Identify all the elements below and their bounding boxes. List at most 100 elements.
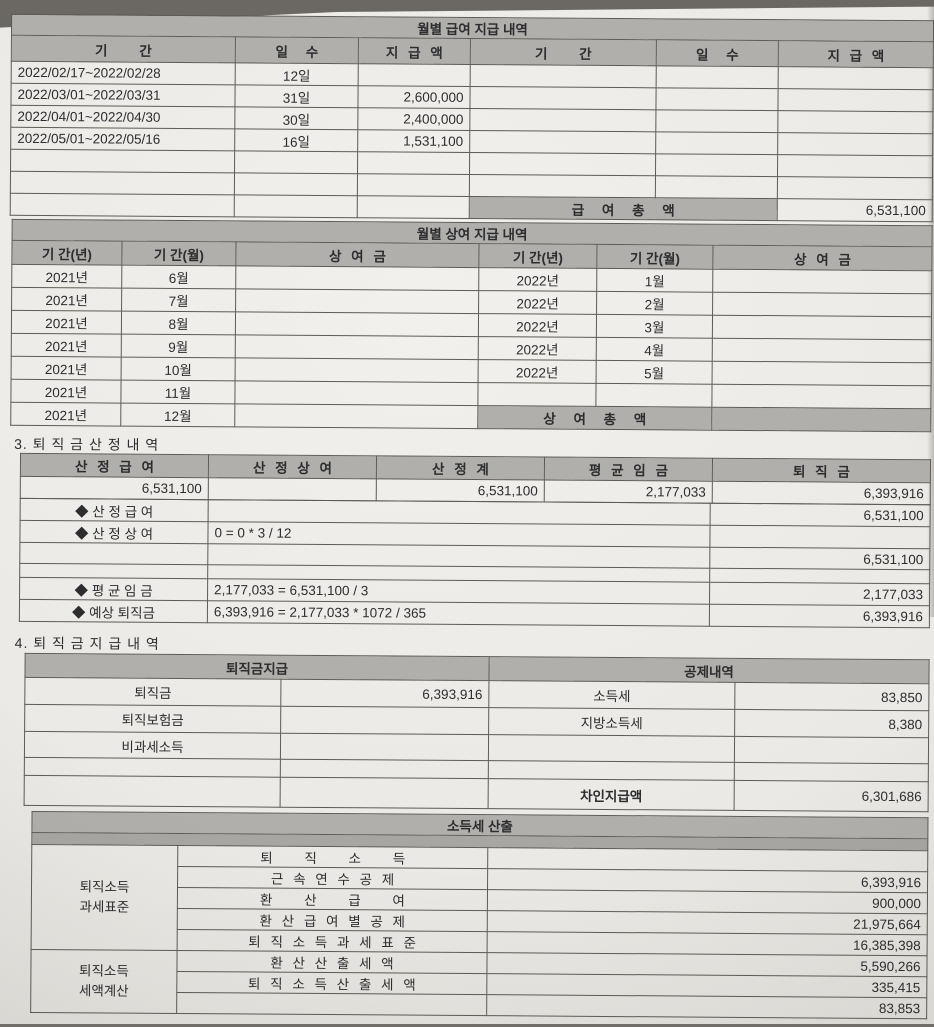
income-tax-table: 소득세 산출 퇴직소득 과세표준 퇴 직 소 득 근 속 연 수 공 제 6,3… <box>30 811 929 1019</box>
salary-total-label: 급 여 총 액 <box>469 196 778 221</box>
payment-value: 6,393,916 <box>280 679 489 708</box>
bonus-year-cell: 2021년 <box>11 333 122 358</box>
severance-calc-detail-table: ◆ 산 정 급 여 6,531,100 ◆ 산 정 상 여 0 = 0 * 3 … <box>19 498 931 628</box>
calc-total-header: 산 정 계 <box>376 455 545 481</box>
empty-cell <box>777 154 933 178</box>
empty-cell <box>234 172 358 196</box>
empty-cell <box>234 150 358 174</box>
net-payment-value: 6,301,686 <box>734 780 929 812</box>
tax-item-value: 5,590,266 <box>486 952 928 977</box>
net-payment-label: 차인지급액 <box>488 778 735 811</box>
bonus-year-cell: 2022년 <box>478 313 597 338</box>
salary-days-header: 일 수 <box>656 39 779 67</box>
salary-period-cell: 2022/04/01~2022/04/30 <box>10 105 235 129</box>
bonus-month-cell: 1월 <box>596 268 713 293</box>
empty-cell <box>469 130 656 154</box>
deduction-label <box>488 760 735 781</box>
deduction-label <box>488 734 735 763</box>
empty-cell <box>470 64 657 88</box>
calc-detail-value <box>709 568 930 584</box>
salary-days-cell: 16일 <box>234 128 358 152</box>
salary-days-cell: 12일 <box>235 62 359 86</box>
calc-detail-label <box>19 563 208 579</box>
tax-item-value <box>487 847 928 872</box>
empty-cell <box>234 403 478 429</box>
calc-detail-label: ◆ 산 정 급 여 <box>20 498 209 522</box>
calc-salary-header: 산 정 급 여 <box>20 453 209 478</box>
tax-base-group-label: 퇴직소득 과세표준 <box>31 844 178 951</box>
payment-label: 퇴직보험금 <box>24 704 281 734</box>
deduction-value <box>734 736 929 764</box>
tax-calc-group-line1: 퇴직소득 <box>79 963 129 980</box>
calc-bonus-value <box>208 477 377 501</box>
deduction-value: 83,850 <box>734 682 929 711</box>
calc-detail-value <box>709 525 931 549</box>
bonus-month-header: 기 간(월) <box>596 244 714 270</box>
calc-detail-value: 6,531,100 <box>709 547 930 570</box>
severance-payment-section-title: 4. 퇴 직 금 지 급 내 역 <box>14 634 160 652</box>
salary-amount-cell <box>358 63 471 87</box>
calc-bonus-header: 산 정 상 여 <box>208 454 377 479</box>
empty-cell <box>357 151 470 175</box>
salary-period-cell: 2022/03/01~2022/03/31 <box>10 83 236 107</box>
calc-avg-wage-header: 평 균 임 금 <box>544 457 713 482</box>
salary-total-value: 6,531,100 <box>777 198 933 222</box>
bonus-year-header: 기 간(년) <box>11 240 123 266</box>
payment-header: 퇴직금지급 <box>24 653 490 681</box>
bonus-year-header: 기 간(년) <box>478 243 598 269</box>
bonus-year-cell: 2022년 <box>478 336 597 361</box>
empty-cell <box>655 153 778 177</box>
calc-severance-value: 6,393,916 <box>712 481 931 505</box>
bonus-month-cell: 10월 <box>121 357 236 381</box>
tax-calc-group-label: 퇴직소득 세액계산 <box>30 949 178 1014</box>
bonus-year-cell: 2022년 <box>478 359 597 384</box>
payment-value <box>280 777 489 809</box>
payment-value <box>280 759 489 779</box>
salary-days-header: 일 수 <box>235 36 359 64</box>
bonus-month-cell: 5월 <box>596 360 713 385</box>
salary-amount-header: 지 급 액 <box>358 37 471 65</box>
salary-period-header: 기 간 <box>470 38 657 66</box>
bonus-year-cell: 2021년 <box>11 264 122 289</box>
empty-cell <box>712 292 932 317</box>
empty-cell <box>477 382 597 407</box>
empty-cell <box>655 175 778 199</box>
empty-cell <box>10 171 235 195</box>
bonus-amount-header: 상 여 금 <box>235 241 480 268</box>
severance-calc-summary-table: 산 정 급 여 산 정 상 여 산 정 계 평 균 임 금 퇴 직 금 6,53… <box>20 453 931 505</box>
bonus-year-cell: 2021년 <box>11 287 122 312</box>
bonus-month-cell: 7월 <box>121 288 236 312</box>
bonus-month-cell: 2월 <box>596 291 713 316</box>
empty-cell <box>712 361 932 386</box>
empty-cell <box>234 380 479 406</box>
calc-total-value: 6,531,100 <box>376 478 545 503</box>
empty-cell <box>357 173 470 197</box>
tax-base-group-line2: 과세표준 <box>79 899 130 915</box>
bonus-month-cell: 6월 <box>121 265 236 289</box>
empty-cell <box>777 132 933 156</box>
salary-amount-cell: 2,600,000 <box>357 85 471 109</box>
deduction-label: 소득세 <box>488 680 735 710</box>
bonus-total-value <box>711 407 931 432</box>
empty-cell <box>357 195 470 219</box>
salary-period-header: 기 간 <box>11 35 236 63</box>
empty-cell <box>777 110 934 134</box>
tax-item-value: 6,393,916 <box>487 868 928 893</box>
bonus-year-cell: 2022년 <box>478 267 597 292</box>
salary-amount-header: 지 급 액 <box>778 40 934 68</box>
tax-item-label: 퇴 직 소 득 과 세 표 준 <box>177 929 488 953</box>
calc-salary-value: 6,531,100 <box>20 476 209 500</box>
empty-cell <box>234 194 358 218</box>
bonus-amount-header: 상 여 금 <box>712 245 933 271</box>
empty-cell <box>655 109 778 133</box>
payment-label: 비과세소득 <box>24 731 281 760</box>
empty-cell <box>655 131 778 155</box>
deduction-label: 지방소득세 <box>488 707 735 737</box>
empty-cell <box>10 149 235 173</box>
empty-cell <box>711 384 932 409</box>
severance-payment-table: 퇴직금지급 공제내역 퇴직금 6,393,916 소득세 83,850 퇴직보험… <box>24 653 930 812</box>
salary-period-cell: 2022/02/17~2022/02/28 <box>11 61 236 85</box>
payment-label: 퇴직금 <box>24 677 281 707</box>
tax-calc-group-line2: 세액계산 <box>78 983 129 999</box>
salary-amount-cell: 1,531,100 <box>357 129 470 153</box>
